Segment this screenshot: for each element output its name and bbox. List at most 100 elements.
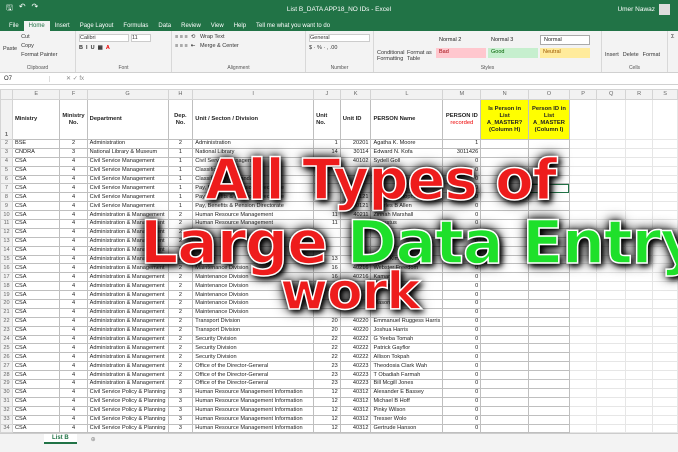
empty-cell[interactable] — [596, 192, 626, 203]
data-cell[interactable]: Administration & Management — [86, 299, 169, 309]
empty-cell[interactable] — [568, 396, 598, 407]
data-cell[interactable]: Transport Division — [192, 325, 315, 336]
empty-cell[interactable] — [596, 387, 626, 398]
empty-cell[interactable] — [568, 361, 598, 372]
empty-cell[interactable] — [568, 307, 598, 318]
data-cell[interactable]: Civil Service Management — [86, 156, 169, 167]
row-number[interactable]: 15 — [0, 254, 13, 265]
empty-cell[interactable] — [624, 299, 654, 309]
empty-cell[interactable] — [596, 165, 626, 176]
empty-cell[interactable] — [652, 325, 678, 336]
tab-insert[interactable]: Insert — [54, 23, 70, 29]
header-cell[interactable]: Unit ID — [339, 99, 372, 140]
data-cell[interactable]: 1 — [167, 156, 194, 167]
data-cell[interactable]: 2 — [167, 352, 194, 363]
data-cell[interactable]: 4 — [59, 307, 88, 318]
data-cell[interactable]: 0 — [442, 334, 482, 345]
row-number[interactable]: 30 — [0, 387, 13, 398]
data-cell[interactable]: 3 — [167, 414, 194, 425]
empty-cell[interactable] — [624, 414, 654, 425]
cell-n[interactable] — [480, 379, 530, 389]
empty-cell[interactable] — [596, 316, 626, 327]
data-cell[interactable]: 4 — [59, 414, 88, 425]
data-cell[interactable]: Michael B Hoff — [370, 396, 444, 407]
tab-view[interactable]: View — [210, 23, 224, 29]
header-cell[interactable]: Person ID in List A_MASTER (Column I) — [528, 99, 570, 140]
data-cell[interactable]: BSE — [11, 139, 61, 149]
data-cell[interactable]: Civil Service Policy & Planning — [86, 396, 169, 407]
data-cell[interactable]: Administration & Management — [86, 325, 169, 336]
empty-cell[interactable] — [652, 147, 678, 158]
data-cell[interactable]: CSA — [11, 361, 61, 372]
cell-n[interactable] — [480, 396, 530, 407]
empty-cell[interactable] — [596, 370, 626, 381]
empty-cell[interactable] — [652, 334, 678, 345]
data-cell[interactable]: 2 — [167, 379, 194, 389]
empty-cell[interactable] — [596, 423, 626, 434]
data-cell[interactable]: Pinky Wilson — [370, 405, 444, 416]
empty-cell[interactable] — [568, 99, 598, 140]
empty-cell[interactable] — [568, 423, 598, 434]
row-number[interactable]: 19 — [0, 290, 13, 301]
data-cell[interactable]: 4 — [59, 227, 88, 238]
empty-cell[interactable] — [596, 405, 626, 416]
name-box[interactable]: O7 — [0, 75, 50, 82]
data-cell[interactable]: 2 — [167, 316, 194, 327]
cell-o[interactable] — [528, 379, 570, 389]
data-cell[interactable]: 4 — [59, 192, 88, 203]
empty-cell[interactable] — [624, 334, 654, 345]
empty-cell[interactable] — [624, 361, 654, 372]
data-cell[interactable]: Administration & Management — [86, 343, 169, 354]
empty-cell[interactable] — [596, 352, 626, 363]
data-cell[interactable]: 2 — [167, 139, 194, 149]
empty-cell[interactable] — [624, 396, 654, 407]
insert-cells-button[interactable]: Insert — [605, 52, 619, 58]
data-cell[interactable]: 23 — [313, 361, 341, 372]
empty-cell[interactable] — [568, 281, 598, 292]
data-cell[interactable]: Security Division — [192, 343, 315, 354]
data-cell[interactable]: Civil Service Policy & Planning — [86, 423, 169, 434]
cell-n[interactable] — [480, 299, 530, 309]
empty-cell[interactable] — [568, 387, 598, 398]
data-cell[interactable]: 23 — [313, 379, 341, 389]
header-cell[interactable]: Ministry No. — [59, 99, 88, 140]
row-number[interactable]: 22 — [0, 316, 13, 327]
empty-cell[interactable] — [652, 316, 678, 327]
empty-cell[interactable] — [652, 370, 678, 381]
empty-cell[interactable] — [652, 352, 678, 363]
data-cell[interactable]: Gertrude Hanson — [370, 423, 444, 434]
data-cell[interactable]: Security Division — [192, 352, 315, 363]
data-cell[interactable]: Administration & Management — [86, 290, 169, 301]
data-cell[interactable]: Office of the Director-General — [192, 361, 315, 372]
data-cell[interactable]: CSA — [11, 316, 61, 327]
cell-n[interactable] — [480, 414, 530, 425]
empty-cell[interactable] — [568, 139, 598, 149]
data-cell[interactable]: CSA — [11, 299, 61, 309]
data-cell[interactable]: 4 — [59, 236, 88, 247]
data-cell[interactable]: Human Resource Management Information — [192, 405, 315, 416]
row-number[interactable]: 10 — [0, 210, 13, 221]
header-cell[interactable]: Unit No. — [313, 99, 341, 140]
data-cell[interactable]: 4 — [59, 281, 88, 292]
empty-cell[interactable] — [568, 334, 598, 345]
data-cell[interactable]: Administration — [86, 139, 169, 149]
data-cell[interactable]: CSA — [11, 174, 61, 185]
data-cell[interactable]: Office of the Director-General — [192, 379, 315, 389]
row-number[interactable]: 18 — [0, 281, 13, 292]
header-cell[interactable]: Is Person in List A_MASTER? (Column H) — [480, 99, 530, 140]
cell-o[interactable] — [528, 361, 570, 372]
data-cell[interactable]: 40312 — [339, 405, 372, 416]
bold-italic-underline-buttons[interactable]: B I U ▦ A — [79, 45, 110, 51]
row-number[interactable]: 17 — [0, 272, 13, 283]
empty-cell[interactable] — [596, 343, 626, 354]
empty-cell[interactable] — [652, 387, 678, 398]
empty-cell[interactable] — [568, 405, 598, 416]
empty-cell[interactable] — [652, 396, 678, 407]
data-cell[interactable]: 4 — [59, 352, 88, 363]
avatar[interactable] — [659, 3, 670, 15]
empty-cell[interactable] — [568, 325, 598, 336]
select-all-corner[interactable] — [0, 89, 13, 100]
data-cell[interactable]: CSA — [11, 396, 61, 407]
empty-cell[interactable] — [624, 147, 654, 158]
data-cell[interactable]: CSA — [11, 272, 61, 283]
